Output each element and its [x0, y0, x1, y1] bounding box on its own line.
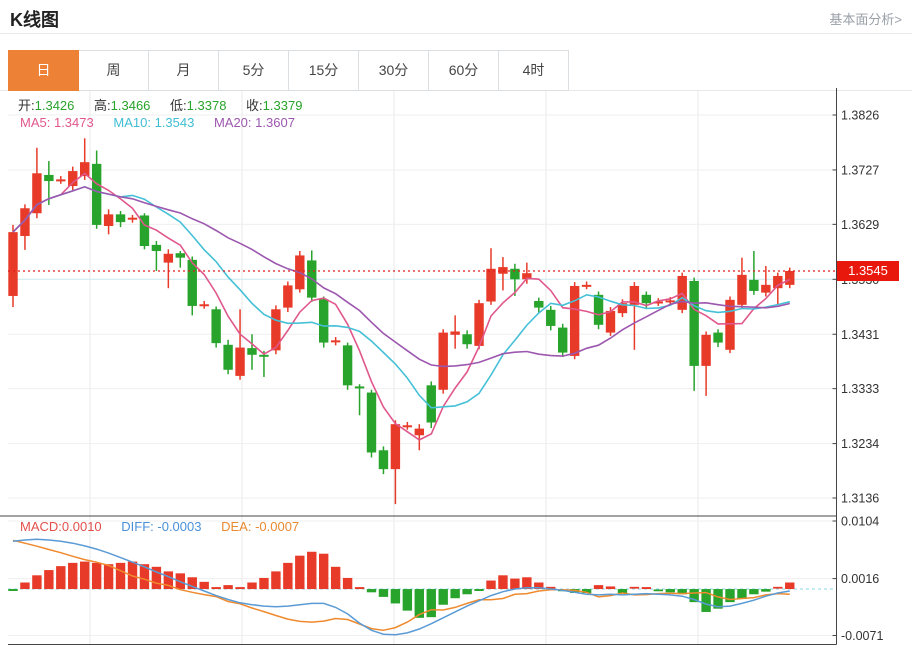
period-tabbar: 日周月 5分 15分 30分 60分 4时 — [8, 50, 569, 91]
diff-line — [12, 538, 790, 636]
tab-30min[interactable]: 30分 — [358, 50, 429, 91]
ma10-legend: MA10: 1.3543 — [113, 115, 195, 130]
tab-month[interactable]: 月 — [148, 50, 219, 91]
title-divider — [0, 33, 912, 34]
ohlc-legend: 开:1.3426 高:1.3466 低:1.3378 收:1.3379 — [18, 95, 318, 114]
tab-15min[interactable]: 15分 — [288, 50, 359, 91]
svg-text:1.3234: 1.3234 — [841, 437, 879, 451]
open-legend: 开:1.3426 — [18, 98, 75, 113]
ma5-legend: MA5: 1.3473 — [20, 115, 94, 130]
svg-text:-0.0071: -0.0071 — [841, 629, 883, 643]
macd-legend: MACD:0.0010 DIFF: -0.0003 DEA: -0.0007 — [20, 519, 315, 534]
fundamental-analysis-link[interactable]: 基本面分析> — [829, 12, 902, 27]
ma5-line — [12, 172, 791, 441]
tab-60min[interactable]: 60分 — [428, 50, 499, 91]
ma10-line — [12, 185, 790, 409]
tab-day[interactable]: 日 — [8, 50, 79, 91]
tab-week[interactable]: 周 — [78, 50, 149, 91]
svg-text:0.0016: 0.0016 — [841, 572, 879, 586]
svg-text:1.3333: 1.3333 — [841, 382, 879, 396]
ma-legend: MA5: 1.3473 MA10: 1.3543 MA20: 1.3607 — [20, 115, 311, 130]
tab-5min[interactable]: 5分 — [218, 50, 289, 91]
diff-value: DIFF: -0.0003 — [121, 519, 202, 534]
svg-text:1.3136: 1.3136 — [841, 492, 879, 506]
ma20-legend: MA20: 1.3607 — [213, 115, 295, 130]
svg-text:1.3629: 1.3629 — [841, 218, 879, 232]
svg-text:0.0104: 0.0104 — [841, 515, 879, 529]
dea-value: DEA: -0.0007 — [221, 519, 300, 534]
svg-text:1.3431: 1.3431 — [841, 328, 879, 342]
current-price-tag: 1.3545 — [837, 261, 899, 281]
macd-layer — [8, 538, 795, 636]
price-axis: 1.38261.37271.36291.35301.34311.33331.32… — [0, 88, 883, 645]
svg-text:1.3826: 1.3826 — [841, 109, 879, 123]
close-legend: 收:1.3379 — [246, 98, 303, 113]
svg-text:1.3727: 1.3727 — [841, 163, 879, 177]
ma20-line — [12, 185, 790, 368]
high-legend: 高:1.3466 — [94, 98, 151, 113]
dea-line — [12, 539, 790, 632]
candles-layer — [8, 138, 795, 505]
macd-value: MACD:0.0010 — [20, 519, 102, 534]
tab-4hour[interactable]: 4时 — [498, 50, 569, 91]
low-legend: 低:1.3378 — [170, 98, 227, 113]
page-title: K线图 — [10, 10, 59, 30]
